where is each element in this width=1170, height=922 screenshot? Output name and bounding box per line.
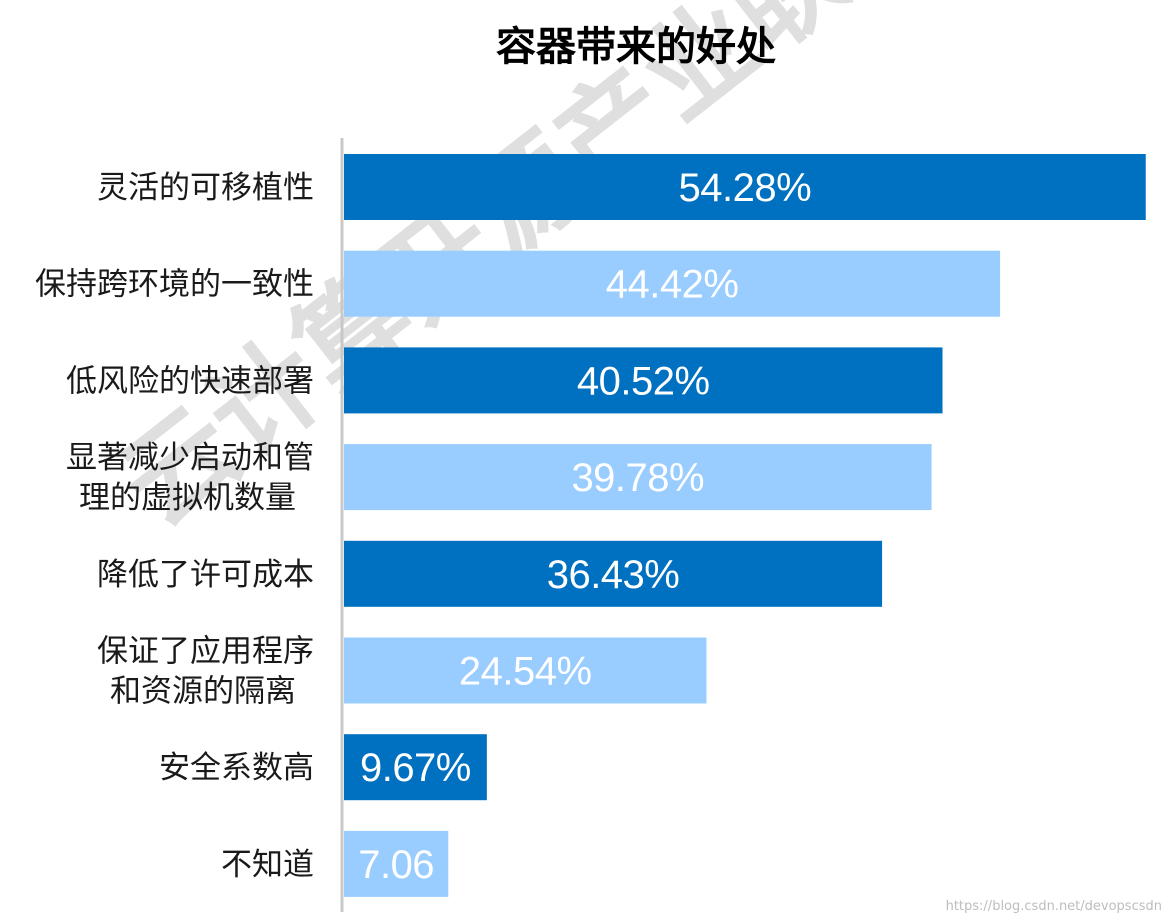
category-label-line: 理的虚拟机数量 (79, 480, 296, 516)
value-labels-group: 54.28% 44.42% 40.52% 39.78% 36.43% 24.54% 9.67… (358, 166, 812, 887)
bar (344, 250, 1001, 317)
value-label: 24.54% (459, 650, 592, 694)
chart-title: 容器带来的好处 (496, 24, 776, 70)
bar (344, 444, 932, 511)
bar (344, 830, 449, 897)
value-label: 44.42% (606, 263, 739, 307)
bar (344, 734, 487, 801)
value-label: 36.43% (547, 553, 680, 597)
bars-group (344, 154, 1146, 897)
value-label: 40.52% (577, 359, 710, 403)
category-label-line: 显著减少启动和管 (66, 440, 314, 476)
category-label-line: 低风险的快速部署 (66, 363, 314, 399)
category-label: 灵活的可移植性 (97, 170, 314, 206)
category-label-line: 不知道 (221, 847, 314, 883)
category-label: 安全系数高 (159, 750, 314, 786)
category-label: 低风险的快速部署 (66, 363, 314, 399)
category-label: 显著减少启动和管理的虚拟机数量 (66, 440, 314, 516)
category-label-line: 保持跨环境的一致性 (35, 267, 314, 303)
bar (344, 637, 707, 704)
category-label: 不知道 (221, 847, 314, 883)
category-label: 降低了许可成本 (97, 557, 314, 593)
bar (344, 540, 883, 607)
category-label-line: 降低了许可成本 (97, 557, 314, 593)
bar (344, 154, 1146, 220)
bar (344, 347, 943, 414)
category-label-line: 和资源的隔离 (110, 674, 296, 710)
value-label: 54.28% (679, 166, 812, 210)
category-labels-group: 灵活的可移植性保持跨环境的一致性低风险的快速部署显著减少启动和管理的虚拟机数量降… (35, 170, 314, 883)
value-label: 9.67% (360, 746, 471, 790)
category-label-line: 保证了应用程序 (97, 634, 314, 670)
value-label: 39.78% (571, 456, 704, 500)
category-label-line: 安全系数高 (159, 750, 314, 786)
category-label: 保证了应用程序和资源的隔离 (97, 634, 314, 710)
category-label-line: 灵活的可移植性 (97, 170, 314, 206)
category-label: 保持跨环境的一致性 (35, 267, 314, 303)
value-label: 7.06 (358, 843, 434, 887)
credit-text: https://blog.csdn.net/devopscsdn (946, 899, 1162, 914)
